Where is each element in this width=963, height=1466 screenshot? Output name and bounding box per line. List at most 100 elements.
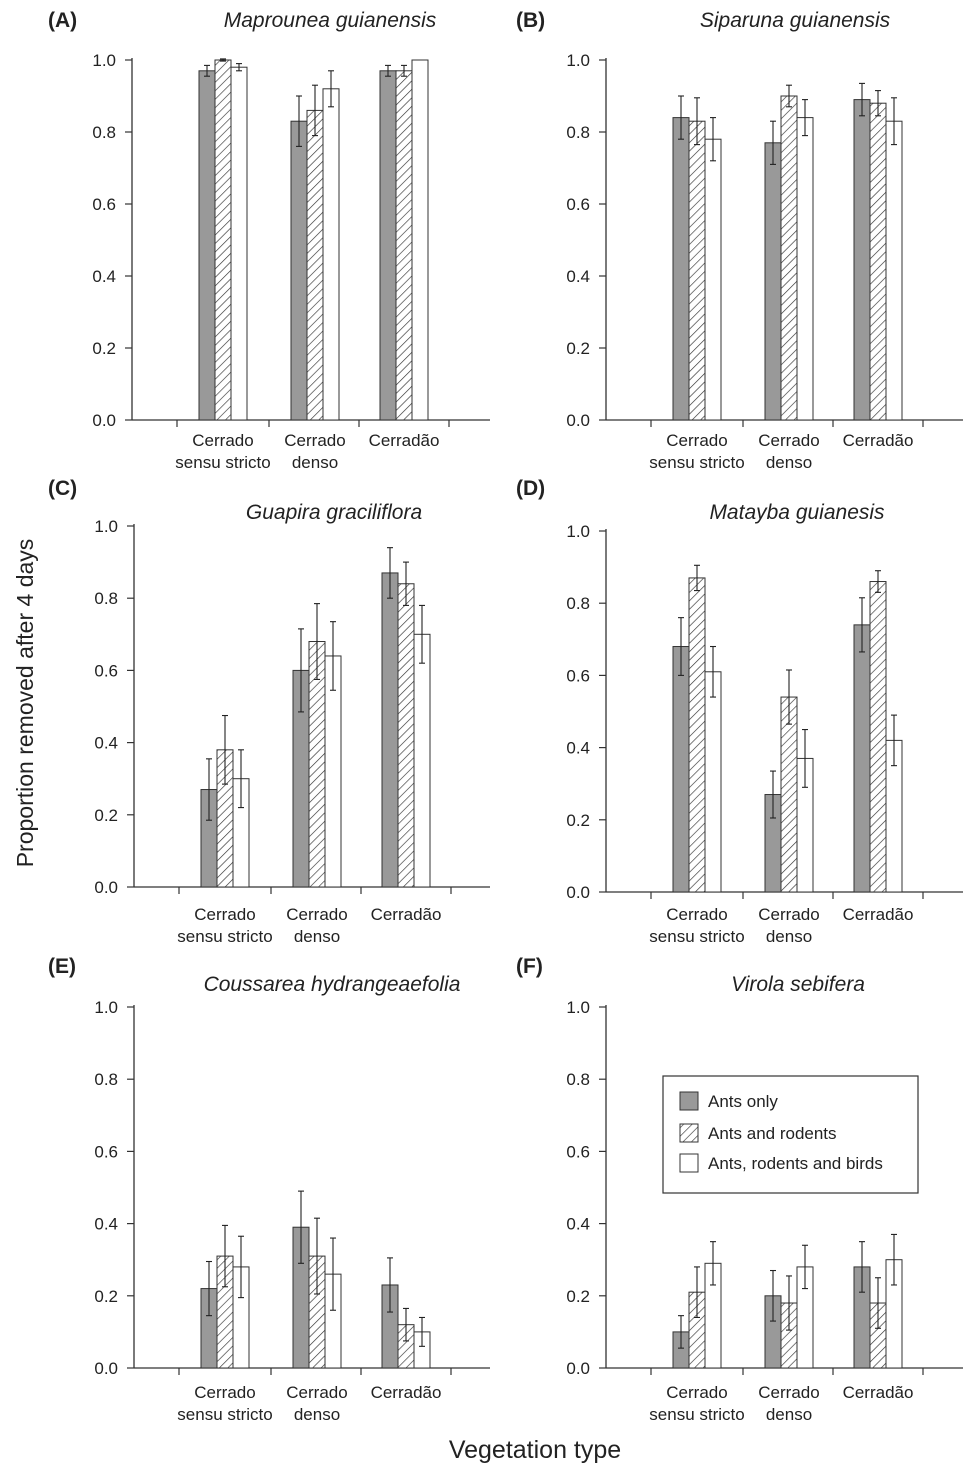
bar-ants-and-rodents-0 [688, 577, 706, 893]
y-tick-label: 0.8 [566, 123, 590, 142]
y-tick-label: 0.2 [92, 339, 116, 358]
category-label: sensu stricto [649, 453, 744, 472]
y-tick-label: 0.2 [566, 811, 590, 830]
category-label: sensu stricto [177, 927, 272, 946]
y-tick-label: 0.6 [94, 1142, 118, 1161]
category-label: sensu stricto [175, 453, 270, 472]
panel-d: (D) Matayba guianesis 0.0 0.2 0.4 0.6 0.8 1.0 Ce… [516, 477, 963, 946]
x-axis-label: Vegetation type [449, 1436, 621, 1464]
y-tick-label: 0.4 [94, 1215, 118, 1234]
y-tick-label: 0.4 [566, 1215, 590, 1234]
y-tick-label: 0.6 [566, 195, 590, 214]
category-label: sensu stricto [649, 927, 744, 946]
bar-ants-rodents-and-birds-0 [230, 66, 248, 421]
bar-ants-only-0 [198, 70, 216, 421]
panel-letter: (C) [48, 477, 77, 500]
category-label: Cerrado [758, 431, 819, 450]
y-tick-label: 0.2 [566, 339, 590, 358]
y-tick-label: 0.0 [566, 1359, 590, 1378]
category-label: Cerrado [194, 1383, 255, 1402]
category-label: Cerrado [286, 1383, 347, 1402]
y-tick-label: 0.8 [92, 123, 116, 142]
panel-letter: (D) [516, 477, 545, 500]
category-label: denso [766, 927, 812, 946]
category-label: Cerradão [843, 1383, 914, 1402]
bar-ants-rodents-and-birds-2 [885, 120, 903, 421]
category-label: sensu stricto [649, 1405, 744, 1424]
legend-swatch-ants-only [679, 1091, 699, 1111]
bar-ants-and-rodents-0 [214, 59, 232, 421]
panel-title: Guapira graciliflora [246, 501, 422, 524]
y-tick-label: 0.6 [94, 661, 118, 680]
bar-ants-only-0 [672, 117, 690, 421]
legend-swatch-ants-and-rodents [679, 1123, 699, 1143]
legend-box [662, 1075, 919, 1194]
category-label: denso [294, 927, 340, 946]
bar-ants-only-2 [381, 572, 399, 888]
category-label: Cerradão [371, 905, 442, 924]
y-tick-label: 0.6 [566, 1142, 590, 1161]
category-label: Cerradão [371, 1383, 442, 1402]
y-tick-label: 0.0 [92, 411, 116, 430]
bar-ants-rodents-and-birds-0 [704, 671, 722, 893]
category-label: Cerrado [666, 905, 727, 924]
y-tick-label: 0.0 [566, 411, 590, 430]
bar-ants-and-rodents-0 [688, 120, 706, 421]
bar-ants-and-rodents-2 [395, 70, 413, 421]
category-label: Cerrado [666, 431, 727, 450]
bar-ants-only-1 [290, 120, 308, 421]
y-tick-label: 0.4 [94, 734, 118, 753]
y-tick-label: 0.4 [92, 267, 116, 286]
bar-ants-and-rodents-2 [869, 581, 887, 893]
panel-title: Virola sebifera [731, 973, 865, 996]
panel-title: Matayba guianesis [709, 501, 885, 524]
y-tick-label: 0.8 [566, 1070, 590, 1089]
panel-title: Siparuna guianensis [700, 9, 891, 32]
bar-ants-and-rodents-2 [397, 583, 415, 888]
y-tick-label: 0.4 [566, 739, 590, 758]
bar-ants-rodents-and-birds-0 [704, 138, 722, 421]
category-label: Cerrado [758, 905, 819, 924]
category-label: Cerradão [843, 431, 914, 450]
category-label: Cerrado [758, 1383, 819, 1402]
y-tick-label: 0.8 [566, 594, 590, 613]
panel-e: (E) Coussarea hydrangeaefolia 0.0 0.2 0.4 0.6… [48, 955, 490, 1424]
category-label: Cerrado [286, 905, 347, 924]
bar-ants-only-2 [853, 624, 871, 893]
panel-c: (C) Guapira graciliflora 0.0 0.2 0.4 0.6 0.8 1.… [48, 477, 490, 946]
panel-f: (F) Virola sebifera 0.0 0.2 0.4 0.6 0.8 1.0 Cerr… [516, 955, 963, 1424]
bar-ants-and-rodents-1 [780, 696, 798, 893]
y-tick-label: 0.0 [94, 1359, 118, 1378]
y-tick-label: 0.6 [92, 195, 116, 214]
bar-ants-only-0 [672, 646, 690, 893]
legend-label-ants-and-rodents: Ants and rodents [708, 1124, 837, 1143]
bar-ants-rodents-and-birds-2 [411, 59, 429, 421]
y-tick-label: 0.8 [94, 589, 118, 608]
y-tick-label: 0.8 [94, 1070, 118, 1089]
bar-ants-and-rodents-1 [780, 95, 798, 421]
y-tick-label: 0.4 [566, 267, 590, 286]
y-tick-label: 0.2 [94, 806, 118, 825]
panel-a: (A) Maprounea guianensis 0.0 0.2 0.4 0.6 0.8 1.… [48, 9, 490, 472]
bar-ants-only-2 [853, 99, 871, 421]
category-label: denso [766, 453, 812, 472]
y-tick-label: 0.0 [94, 878, 118, 897]
panel-letter: (E) [48, 955, 76, 978]
category-label: denso [294, 1405, 340, 1424]
bar-ants-and-rodents-1 [306, 109, 324, 421]
category-label: Cerradão [843, 905, 914, 924]
legend: Ants only Ants and rodents Ants, rodents… [662, 1075, 919, 1194]
bar-ants-rodents-and-birds-1 [796, 117, 814, 421]
bar-ants-rodents-and-birds-2 [413, 633, 431, 888]
panel-letter: (A) [48, 9, 77, 32]
y-tick-label: 1.0 [92, 51, 116, 70]
bar-ants-only-1 [764, 142, 782, 421]
bar-ants-and-rodents-2 [869, 102, 887, 421]
bar-ants-only-2 [379, 70, 397, 421]
y-tick-label: 1.0 [94, 998, 118, 1017]
category-label: denso [766, 1405, 812, 1424]
y-tick-label: 1.0 [94, 517, 118, 536]
panel-b: (B) Siparuna guianensis 0.0 0.2 0.4 0.6 0.8 1.0… [516, 9, 963, 472]
y-tick-label: 0.2 [566, 1287, 590, 1306]
